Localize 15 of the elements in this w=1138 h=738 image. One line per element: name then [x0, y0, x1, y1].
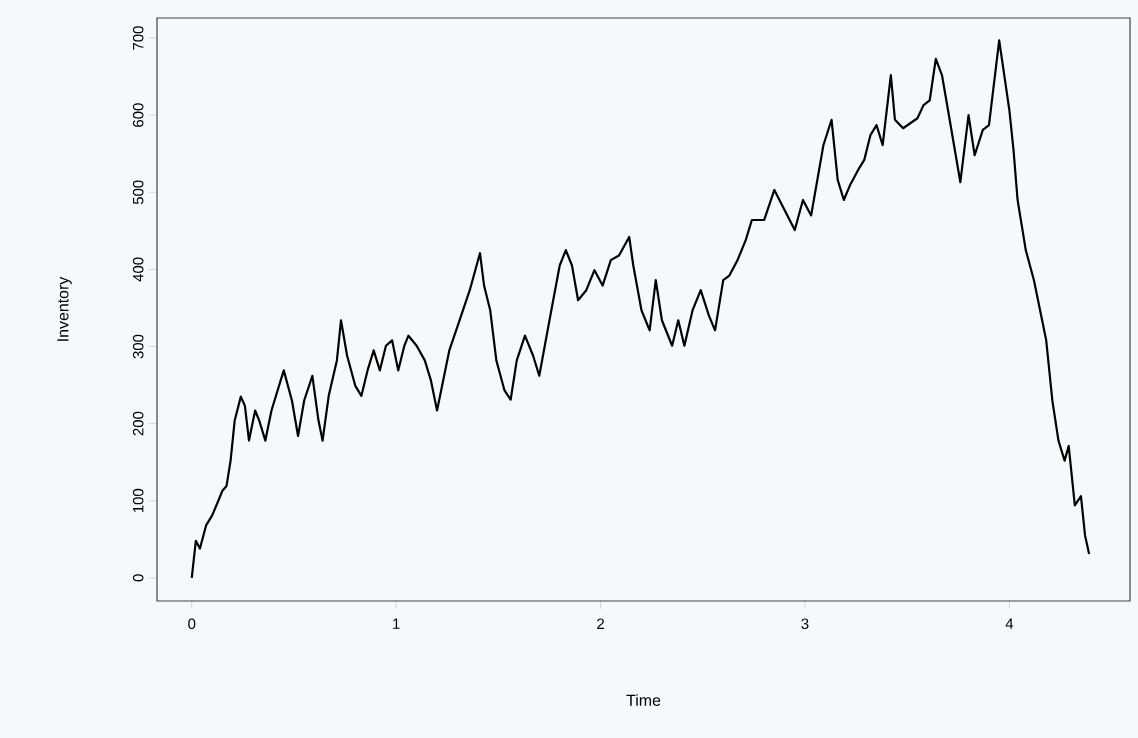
- y-tick-label: 0: [132, 574, 144, 582]
- y-tick-label: 600: [132, 103, 144, 127]
- y-tick-label: 200: [132, 411, 144, 436]
- x-tick-label: 0: [188, 618, 196, 630]
- y-tick-label: 100: [132, 488, 144, 513]
- y-axis-title: Inventory: [57, 276, 72, 341]
- y-tick-label: 700: [132, 26, 144, 50]
- x-tick-label: 3: [801, 618, 809, 630]
- x-tick-label: 1: [393, 618, 400, 629]
- x-tick-label: 2: [597, 618, 604, 629]
- y-tick-label: 500: [132, 180, 144, 205]
- y-tick-label: 400: [132, 257, 144, 282]
- y-tick-label: 300: [132, 334, 144, 359]
- x-tick-label: 4: [1005, 618, 1014, 629]
- x-axis-title: Time: [626, 694, 661, 706]
